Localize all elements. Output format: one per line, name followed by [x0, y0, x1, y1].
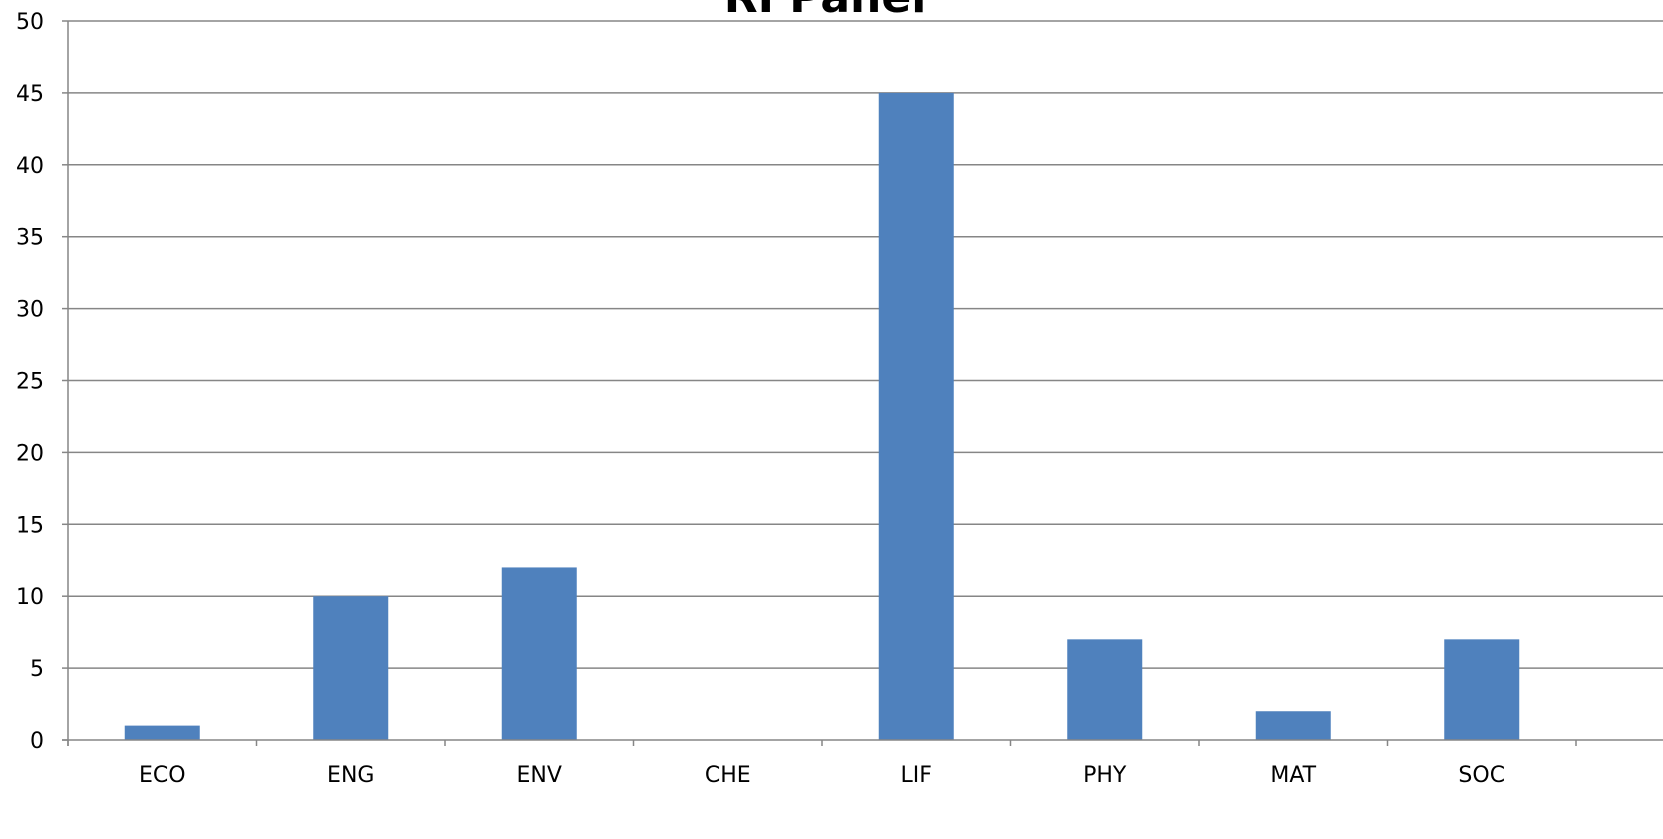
x-tick-label: SOC	[1458, 763, 1505, 788]
bar-eco	[124, 725, 200, 740]
x-tick-label: ENV	[517, 763, 562, 788]
y-tick-label: 10	[16, 585, 44, 610]
bar-phy	[1067, 639, 1143, 740]
bar-lif	[878, 92, 954, 740]
y-tick-label: 25	[16, 370, 44, 395]
gridlines	[68, 20, 1663, 669]
y-tick-label: 5	[30, 657, 44, 682]
bar-mat	[1255, 711, 1331, 740]
y-tick-label: 40	[16, 154, 44, 179]
y-tick-label: 0	[30, 729, 44, 754]
bars	[124, 92, 1520, 740]
y-tick-label: 50	[16, 10, 44, 35]
x-tick-label: LIF	[901, 763, 932, 788]
y-tick-label: 45	[16, 82, 44, 107]
bar-soc	[1444, 639, 1520, 740]
x-tick-label: CHE	[705, 763, 751, 788]
y-tick-label: 15	[16, 513, 44, 538]
y-tick-label: 20	[16, 441, 44, 466]
tick-labels: 0 5 10 15 20 25 30 35 40 45 50 ECO ENG ENV CHE LIF PHY MA…	[16, 10, 1505, 788]
x-tick-label: MAT	[1270, 763, 1316, 788]
x-tick-label: PHY	[1083, 763, 1127, 788]
y-tick-label: 30	[16, 298, 44, 323]
axes	[62, 20, 1663, 746]
x-tick-label: ECO	[139, 763, 186, 788]
bar-env	[501, 567, 577, 740]
y-tick-label: 35	[16, 226, 44, 251]
chart-title: RI Panel	[724, 0, 927, 23]
bar-eng	[313, 596, 389, 740]
x-tick-label: ENG	[327, 763, 374, 788]
